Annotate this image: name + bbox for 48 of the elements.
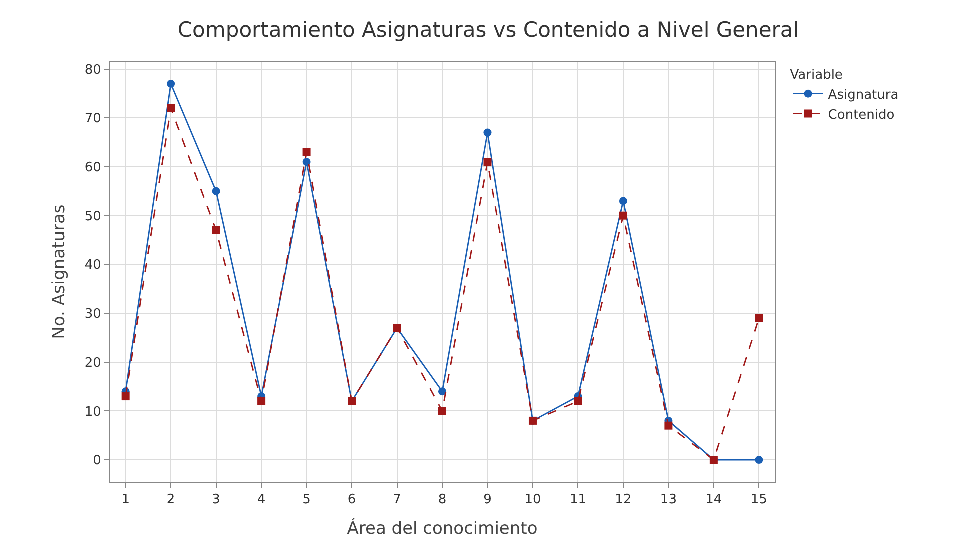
x-tick-label: 8 — [438, 492, 447, 508]
x-tick-label: 6 — [348, 492, 356, 508]
point — [212, 226, 220, 234]
x-tick-label: 11 — [570, 492, 586, 508]
point — [438, 388, 446, 396]
x-tick-label: 5 — [302, 492, 311, 508]
x-tick-label: 15 — [750, 492, 768, 508]
y-tick-label: 30 — [84, 307, 102, 322]
y-tick-label: 70 — [84, 112, 102, 127]
y-tick-label: 60 — [84, 160, 102, 176]
x-axis-title: Área del conocimiento — [347, 518, 538, 539]
y-tick-label: 20 — [84, 356, 102, 371]
x-tick-label: 13 — [660, 492, 677, 508]
y-tick-label: 40 — [84, 258, 102, 274]
point — [664, 422, 673, 430]
x-tick-label: 3 — [212, 492, 220, 508]
y-tick-label: 50 — [84, 209, 102, 224]
x-tick-label: 2 — [166, 492, 176, 508]
point — [167, 80, 176, 88]
x-tick-label: 1 — [122, 492, 130, 508]
legend-title: Variable — [790, 68, 843, 83]
legend-label: Asignatura — [828, 88, 899, 103]
x-tick-label: 4 — [257, 492, 266, 508]
y-tick-label: 80 — [84, 62, 102, 78]
x-tick-label: 10 — [524, 492, 542, 508]
point — [755, 456, 764, 464]
point — [619, 212, 628, 220]
y-tick-label: 10 — [84, 404, 102, 420]
y-tick-label: 0 — [93, 454, 102, 469]
legend-label: Contenido — [828, 108, 895, 123]
point — [302, 158, 311, 166]
point — [619, 197, 628, 206]
chart-title: Comportamiento Asignaturas vs Contenido a Nivel General — [178, 18, 800, 42]
point — [484, 128, 492, 137]
y-axis-title: No. Asignaturas — [49, 204, 70, 340]
point — [484, 158, 492, 166]
point — [212, 187, 220, 196]
x-tick-label: 12 — [615, 492, 632, 508]
point — [438, 407, 446, 416]
point — [302, 148, 311, 156]
x-tick-label: 14 — [706, 492, 722, 508]
point — [755, 314, 764, 322]
point — [574, 397, 582, 406]
point — [122, 392, 130, 401]
point — [258, 397, 266, 406]
point — [167, 104, 176, 112]
x-tick-label: 7 — [393, 492, 402, 508]
x-tick-label: 9 — [484, 492, 492, 508]
